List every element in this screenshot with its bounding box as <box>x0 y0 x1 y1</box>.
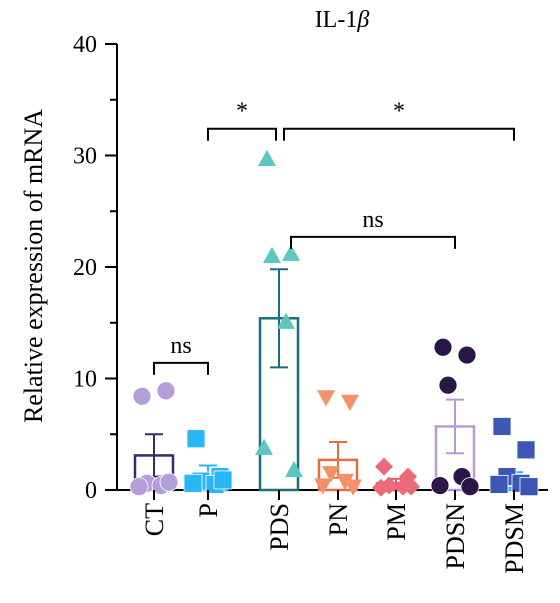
bars <box>133 317 535 492</box>
x-tick-label-p: P <box>194 503 223 517</box>
data-point <box>372 478 390 497</box>
x-tick-label-pds: PDS <box>265 503 294 551</box>
x-tick-label-pdsm: PDSM <box>500 503 529 574</box>
y-tick-label: 20 <box>73 255 97 281</box>
chart-title: IL-1β <box>315 7 370 33</box>
data-point <box>186 429 206 449</box>
data-point <box>183 473 203 493</box>
x-tick-label-pdsn: PDSN <box>441 503 470 570</box>
data-point <box>255 438 273 455</box>
data-point <box>156 381 176 401</box>
significance-label: * <box>393 99 405 125</box>
y-tick-label: 10 <box>73 367 97 393</box>
data-point <box>375 457 393 476</box>
significance-label: ns <box>170 333 191 359</box>
data-point <box>277 312 295 329</box>
y-tick-label: 40 <box>73 32 97 58</box>
data-point <box>344 479 362 496</box>
significance-annotations: ns * * ns <box>153 99 515 375</box>
y-axis-label: Relative expression of mRNA <box>19 109 48 423</box>
data-point <box>213 470 233 490</box>
data-points <box>129 149 539 497</box>
significance-label: ns <box>362 207 383 233</box>
data-point <box>519 477 539 497</box>
data-point <box>438 375 458 395</box>
data-point <box>492 417 512 436</box>
significance-bracket <box>290 235 456 249</box>
significance-bracket <box>283 127 515 141</box>
error-bars <box>145 268 523 489</box>
y-ticks: 0 10 20 30 40 <box>73 32 117 504</box>
data-point <box>317 390 335 407</box>
data-point <box>430 476 450 495</box>
title-main: IL-1 <box>315 7 358 33</box>
y-tick-label: 30 <box>73 144 97 170</box>
data-point <box>285 460 303 478</box>
data-point <box>159 472 179 492</box>
data-point <box>402 477 420 496</box>
data-point <box>516 440 536 460</box>
data-point <box>314 478 332 495</box>
data-point <box>263 246 281 264</box>
data-point <box>129 477 149 497</box>
data-point <box>433 337 453 357</box>
title-greek: β <box>356 7 369 33</box>
x-tick-label-ct: CT <box>140 503 169 536</box>
x-ticks: CT P PDS PN PM PDSN PDSM <box>140 490 529 574</box>
significance-bracket <box>207 127 277 141</box>
data-point <box>322 466 340 483</box>
data-point <box>336 473 354 491</box>
data-point <box>282 244 300 261</box>
data-point <box>460 477 480 497</box>
data-point <box>132 386 152 406</box>
significance-label: * <box>236 99 248 125</box>
x-tick-label-pm: PM <box>382 503 411 541</box>
data-point <box>457 345 477 365</box>
x-tick-label-pn: PN <box>324 503 353 536</box>
data-point <box>341 394 359 411</box>
significance-bracket <box>153 361 209 375</box>
data-point <box>489 475 509 494</box>
y-tick-label: 0 <box>85 478 97 504</box>
data-point <box>258 149 276 167</box>
